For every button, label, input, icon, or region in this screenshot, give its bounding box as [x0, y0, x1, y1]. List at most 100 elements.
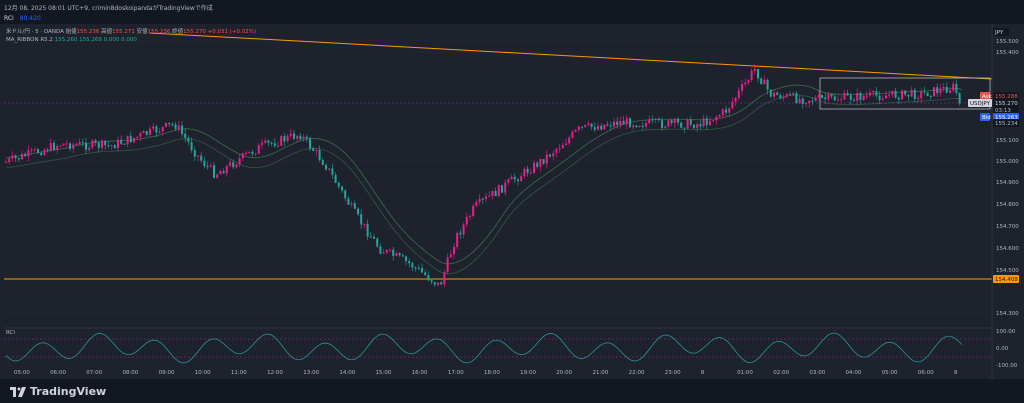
candle-body[interactable]: [561, 145, 564, 149]
candle-body[interactable]: [571, 131, 574, 138]
candle-body[interactable]: [504, 182, 507, 193]
candle-body[interactable]: [363, 223, 366, 225]
candle-body[interactable]: [811, 100, 814, 102]
candle-body[interactable]: [293, 133, 295, 139]
candle-body[interactable]: [680, 122, 683, 128]
candle-body[interactable]: [465, 216, 468, 225]
trend-line[interactable]: [149, 32, 993, 80]
candle-body[interactable]: [197, 155, 199, 157]
candle-body[interactable]: [382, 252, 385, 254]
candle-body[interactable]: [945, 86, 948, 93]
candle-body[interactable]: [417, 267, 420, 269]
candle-body[interactable]: [238, 158, 241, 165]
candle-body[interactable]: [648, 119, 651, 124]
candle-body[interactable]: [894, 90, 897, 98]
candle-body[interactable]: [881, 98, 884, 100]
candle-body[interactable]: [853, 99, 855, 101]
candle-body[interactable]: [117, 139, 119, 149]
candle-body[interactable]: [395, 253, 398, 256]
candle-body[interactable]: [53, 142, 55, 150]
candle-body[interactable]: [59, 145, 62, 147]
candle-body[interactable]: [817, 95, 820, 98]
candle-body[interactable]: [737, 90, 740, 98]
candle-body[interactable]: [520, 176, 523, 182]
candle-body[interactable]: [952, 83, 955, 91]
candle-body[interactable]: [424, 272, 427, 276]
candle-body[interactable]: [907, 94, 910, 97]
candle-body[interactable]: [350, 203, 353, 205]
candle-body[interactable]: [101, 140, 103, 148]
candle-body[interactable]: [933, 87, 935, 97]
candle-body[interactable]: [510, 176, 513, 180]
candle-body[interactable]: [625, 118, 628, 125]
candle-body[interactable]: [577, 126, 580, 131]
candle-body[interactable]: [209, 165, 212, 167]
candle-body[interactable]: [632, 125, 635, 128]
candle-body[interactable]: [139, 133, 142, 137]
candle-body[interactable]: [885, 95, 887, 99]
candle-body[interactable]: [222, 171, 225, 174]
candle-body[interactable]: [171, 124, 174, 126]
candle-body[interactable]: [62, 143, 65, 146]
candle-body[interactable]: [69, 143, 71, 149]
candle-body[interactable]: [165, 122, 167, 127]
candle-body[interactable]: [347, 198, 350, 205]
candle-body[interactable]: [411, 263, 414, 268]
candle-body[interactable]: [782, 96, 785, 99]
candle-body[interactable]: [891, 90, 894, 95]
candle-body[interactable]: [769, 89, 772, 97]
candle-body[interactable]: [689, 119, 692, 125]
candle-body[interactable]: [254, 153, 257, 155]
candle-body[interactable]: [785, 94, 788, 97]
candle-body[interactable]: [267, 140, 270, 143]
candle-body[interactable]: [392, 249, 395, 256]
candle-body[interactable]: [488, 195, 491, 197]
candle-body[interactable]: [257, 144, 260, 154]
candle-body[interactable]: [273, 143, 276, 147]
candle-body[interactable]: [283, 135, 286, 142]
candle-body[interactable]: [168, 122, 171, 125]
candle-body[interactable]: [78, 142, 81, 145]
candle-body[interactable]: [587, 123, 590, 125]
candle-body[interactable]: [142, 130, 145, 134]
candle-body[interactable]: [523, 168, 526, 177]
candle-body[interactable]: [568, 137, 571, 144]
candle-body[interactable]: [241, 153, 244, 159]
candle-body[interactable]: [792, 93, 795, 95]
candle-body[interactable]: [315, 150, 318, 152]
candle-body[interactable]: [181, 125, 183, 134]
candle-body[interactable]: [129, 135, 132, 143]
candle-body[interactable]: [161, 126, 164, 132]
candle-body[interactable]: [664, 126, 667, 129]
candle-body[interactable]: [622, 120, 625, 125]
candle-body[interactable]: [718, 115, 721, 117]
candle-body[interactable]: [46, 149, 49, 151]
candle-body[interactable]: [545, 154, 548, 164]
candle-body[interactable]: [37, 149, 39, 154]
candle-body[interactable]: [433, 282, 436, 285]
candle-body[interactable]: [773, 92, 775, 97]
candle-body[interactable]: [366, 223, 369, 237]
candle-body[interactable]: [65, 143, 68, 145]
candle-body[interactable]: [533, 162, 535, 173]
candle-body[interactable]: [712, 120, 715, 122]
candle-body[interactable]: [808, 100, 811, 104]
candle-body[interactable]: [40, 153, 43, 156]
candle-body[interactable]: [805, 103, 807, 105]
candle-body[interactable]: [478, 198, 481, 202]
candle-body[interactable]: [261, 142, 263, 145]
candle-body[interactable]: [606, 124, 609, 126]
candle-body[interactable]: [923, 91, 926, 93]
candle-body[interactable]: [216, 174, 219, 178]
candle-body[interactable]: [917, 98, 919, 100]
candle-body[interactable]: [878, 95, 881, 100]
candle-body[interactable]: [475, 201, 478, 206]
candle-body[interactable]: [289, 133, 292, 136]
candle-body[interactable]: [670, 120, 673, 123]
candle-body[interactable]: [699, 124, 702, 127]
candle-body[interactable]: [526, 168, 529, 173]
candle-body[interactable]: [376, 238, 379, 247]
candle-body[interactable]: [865, 95, 868, 97]
candle-body[interactable]: [27, 150, 30, 157]
candle-body[interactable]: [104, 140, 107, 146]
